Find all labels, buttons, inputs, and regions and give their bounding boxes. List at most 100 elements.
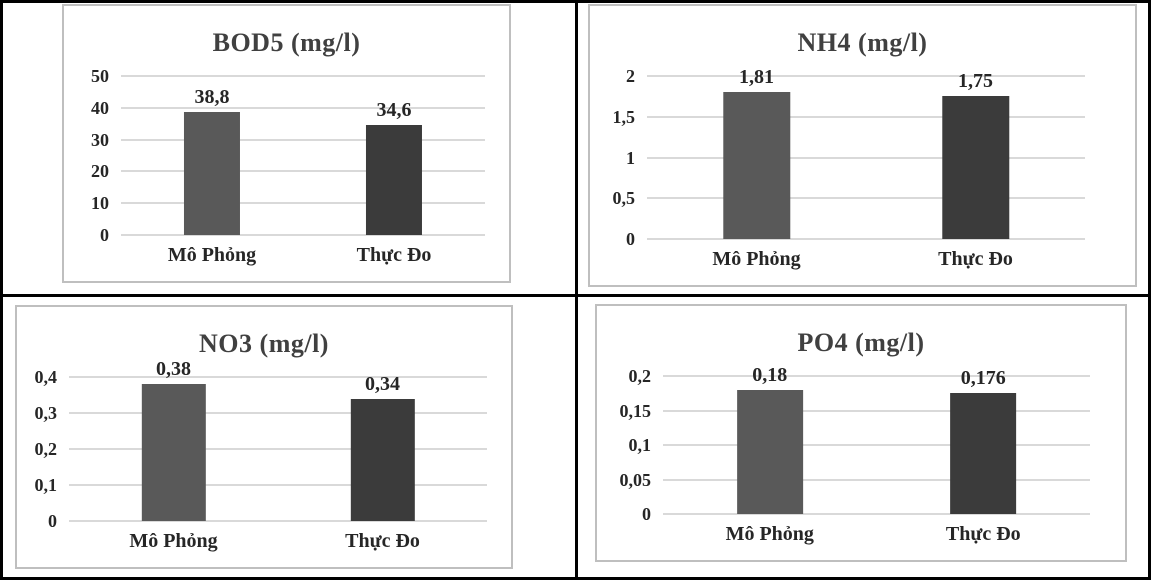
- gridline: [663, 375, 1090, 377]
- gridline: [121, 106, 485, 109]
- y-tick-label: 1: [626, 147, 635, 168]
- gridline: [121, 234, 485, 236]
- chart-title: NO3 (mg/l): [199, 329, 329, 358]
- x-axis-labels: Mô Phỏng Thực Đo: [647, 239, 1085, 281]
- bar-mo-phong: [736, 389, 803, 514]
- gridline: [69, 412, 487, 414]
- bar-mo-phong: [141, 384, 206, 521]
- gridline: [647, 238, 1085, 240]
- x-axis-spacer: [64, 235, 121, 277]
- y-tick-label: 0,3: [34, 403, 58, 423]
- y-tick-label: 2: [626, 66, 635, 86]
- gridline: [647, 197, 1085, 200]
- bar-thuc-do: [350, 398, 415, 521]
- gridline: [121, 138, 485, 141]
- x-axis: Mô Phỏng Thực Đo: [64, 235, 509, 277]
- plot-row: 0 0,5 1 1,5 2 1,81 1,75: [590, 67, 1135, 248]
- plot-row: 0 10 20 30 40 50 38,8 34,6: [64, 67, 509, 244]
- x-axis-labels: Mô Phỏng Thực Đo: [663, 514, 1090, 556]
- x-axis-spacer: [590, 239, 647, 281]
- bar-value-label: 0,34: [365, 372, 400, 395]
- plot-row: 0 0,05 0,1 0,15 0,2 0,18 0,176: [597, 365, 1125, 523]
- plot-area: 1,81 1,75: [647, 67, 1085, 240]
- gridline: [647, 115, 1085, 118]
- y-axis: 0 0,05 0,1 0,15 0,2: [597, 367, 663, 523]
- y-axis: 0 0,1 0,2 0,3 0,4: [17, 368, 69, 530]
- chart-panel-nh4: NH4 (mg/l) 0 0,5 1 1,5 2 1,81 1,75 Mô Phỏng Thực …: [588, 4, 1137, 287]
- chart-panel-bod5: BOD5 (mg/l) 0 10 20 30 40 50 38,8 34,6 Mô Phỏng Th…: [62, 4, 511, 283]
- y-tick-label: 40: [91, 97, 109, 118]
- y-tick-label: 10: [91, 193, 109, 214]
- y-tick-label: 0: [100, 225, 109, 245]
- bar-mo-phong: [183, 111, 241, 235]
- x-axis-spacer: [597, 514, 663, 556]
- gridline: [663, 478, 1090, 481]
- bar-thuc-do: [950, 392, 1017, 514]
- plot-area: 38,8 34,6: [121, 75, 485, 236]
- bar-value-label: 0,38: [156, 358, 191, 381]
- y-axis: 0 0,5 1 1,5 2: [590, 67, 647, 248]
- x-axis-labels: Mô Phỏng Thực Đo: [69, 521, 487, 563]
- y-tick-label: 0: [642, 504, 651, 524]
- category-label: Mô Phỏng: [712, 248, 801, 270]
- gridline: [663, 513, 1090, 515]
- bar-value-label: 38,8: [194, 85, 230, 108]
- plot-area: 0,18 0,176: [663, 365, 1090, 515]
- x-axis: Mô Phỏng Thực Đo: [597, 514, 1125, 556]
- category-label: Mô Phỏng: [725, 523, 814, 545]
- category-label: Thực Đo: [938, 248, 1013, 270]
- grid-divider-vertical: [575, 0, 578, 580]
- x-axis: Mô Phỏng Thực Đo: [17, 521, 511, 563]
- bar-value-label: 0,176: [960, 366, 1006, 389]
- chart-title: PO4 (mg/l): [797, 328, 925, 357]
- category-label: Thực Đo: [356, 244, 432, 266]
- y-tick-label: 0,4: [34, 367, 58, 387]
- gridline: [69, 520, 487, 522]
- x-axis-labels: Mô Phỏng Thực Đo: [121, 235, 485, 277]
- bar-thuc-do: [365, 124, 423, 235]
- y-tick-label: 30: [91, 129, 109, 150]
- chart-panel-no3: NO3 (mg/l) 0 0,1 0,2 0,3 0,4 0,38 0,34 Mô Phỏng T…: [15, 305, 513, 569]
- category-label: Mô Phỏng: [129, 530, 218, 552]
- y-tick-label: 0,1: [628, 435, 652, 455]
- bar-value-label: 1,81: [739, 65, 774, 88]
- x-axis-spacer: [17, 521, 69, 563]
- y-tick-label: 0,15: [619, 400, 652, 421]
- gridline: [69, 448, 487, 450]
- y-tick-label: 0,2: [34, 439, 58, 459]
- gridline: [121, 202, 485, 205]
- y-tick-label: 0,1: [34, 475, 58, 495]
- plot-row: 0 0,1 0,2 0,3 0,4 0,38 0,34: [17, 359, 511, 530]
- category-label: Thực Đo: [945, 523, 1021, 545]
- grid-divider-horizontal: [0, 294, 1151, 297]
- gridline: [121, 75, 485, 77]
- x-axis: Mô Phỏng Thực Đo: [590, 239, 1135, 281]
- y-tick-label: 1,5: [612, 106, 636, 127]
- category-label: Mô Phỏng: [167, 244, 257, 266]
- chart-title: NH4 (mg/l): [797, 28, 928, 57]
- y-tick-label: 0: [626, 229, 635, 249]
- gridline: [647, 75, 1085, 77]
- y-tick-label: 0,2: [628, 366, 652, 386]
- bar-thuc-do: [941, 96, 1010, 239]
- chart-title: BOD5 (mg/l): [212, 28, 361, 57]
- gridline: [121, 170, 485, 173]
- plot-area: 0,38 0,34: [69, 359, 487, 522]
- gridline: [647, 156, 1085, 159]
- y-tick-label: 0: [48, 511, 57, 531]
- y-tick-label: 0,05: [619, 469, 652, 490]
- y-tick-label: 20: [91, 161, 109, 182]
- bar-value-label: 34,6: [376, 98, 412, 121]
- bar-value-label: 1,75: [958, 70, 993, 93]
- chart-panel-po4: PO4 (mg/l) 0 0,05 0,1 0,15 0,2 0,18 0,176 Mô Phỏ…: [595, 304, 1127, 562]
- bar-mo-phong: [722, 91, 791, 239]
- bar-value-label: 0,18: [752, 363, 788, 386]
- y-axis: 0 10 20 30 40 50: [64, 67, 121, 244]
- gridline: [663, 444, 1090, 446]
- gridline: [69, 484, 487, 486]
- gridline: [663, 409, 1090, 412]
- category-label: Thực Đo: [345, 530, 420, 552]
- gridline: [69, 376, 487, 378]
- y-tick-label: 50: [91, 66, 109, 86]
